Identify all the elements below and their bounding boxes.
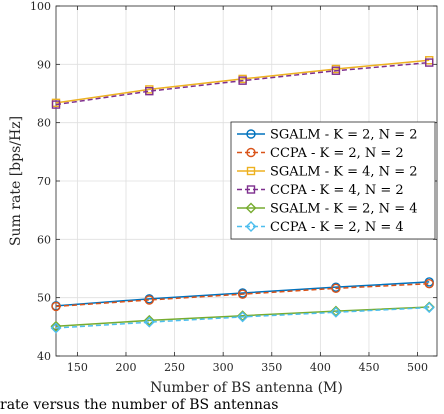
data-point — [424, 278, 434, 289]
series-line — [55, 282, 430, 308]
legend-entry: SGALM - K = 2, N = 2 — [237, 128, 418, 143]
data-point — [237, 311, 249, 323]
legend-marker — [246, 147, 256, 158]
series-line — [55, 306, 430, 327]
series-6 — [50, 302, 435, 334]
series-4 — [51, 58, 434, 109]
data-point — [330, 306, 342, 318]
legend-entry: CCPA - K = 2, N = 2 — [237, 146, 404, 161]
sum-rate-chart: 150 200 250 300 350 400 450 500405060708090100 … — [8, 0, 438, 396]
data-point — [423, 302, 435, 314]
data-point — [237, 289, 248, 299]
x-tick-label: 400 — [310, 361, 331, 374]
x-tick-label: 200 — [115, 361, 136, 374]
data-point — [425, 58, 434, 67]
x-tick-label: 450 — [358, 361, 379, 374]
y-tick-label: 70 — [37, 175, 51, 188]
legend-marker — [246, 129, 256, 139]
y-tick-label: 100 — [30, 0, 51, 13]
y-axis-label: Sum rate [bps/Hz] — [8, 116, 24, 246]
legend-marker — [245, 202, 257, 214]
series-line — [55, 281, 430, 307]
data-point — [50, 322, 62, 334]
x-tick-label: 300 — [213, 361, 234, 374]
legend-label: SGALM - K = 2, N = 2 — [270, 128, 418, 143]
data-point — [51, 100, 61, 109]
legend-marker — [246, 166, 256, 176]
legend-box — [230, 121, 436, 240]
x-tick-label: 500 — [407, 361, 428, 374]
axis-ticks: 150 200 250 300 350 400 450 500 40 50 60 70 80 90 100 — [30, 0, 437, 374]
legend-entry: SGALM - K = 4, N = 2 — [237, 165, 418, 180]
series-2 — [51, 278, 434, 312]
legend-label: CCPA - K = 2, N = 2 — [270, 146, 404, 161]
legend-marker — [245, 221, 257, 232]
x-axis-label: Number of BS antenna (M) — [150, 380, 343, 396]
series-line — [55, 59, 430, 104]
data-point — [330, 305, 342, 317]
legend-label: SGALM - K = 4, N = 2 — [270, 165, 418, 180]
data-point — [143, 314, 155, 326]
legend-entry: CCPA - K = 2, N = 4 — [237, 220, 404, 235]
series-line — [55, 306, 430, 329]
legend-label: SGALM - K = 2, N = 4 — [270, 202, 418, 217]
legend-entry: SGALM - K = 2, N = 4 — [237, 202, 418, 217]
data-point — [331, 283, 341, 294]
legend: SGALM - K = 2, N = 2 CCPA - K = 2, N = 2 S… — [230, 121, 436, 240]
data-point — [331, 66, 341, 75]
legend-entry: CCPA - K = 4, N = 2 — [237, 183, 404, 198]
x-tick-label: 150 — [67, 361, 88, 374]
data-point — [237, 310, 249, 322]
data-point — [50, 320, 62, 332]
legend-marker — [246, 185, 256, 194]
y-tick-label: 50 — [37, 292, 51, 305]
y-tick-label: 60 — [37, 233, 51, 246]
figure-caption: rate versus the number of BS antennas — [0, 397, 279, 413]
y-tick-label: 40 — [37, 350, 51, 363]
data-point — [238, 76, 247, 85]
data-point — [145, 86, 154, 96]
y-tick-label: 90 — [37, 58, 51, 71]
data-point — [51, 301, 61, 312]
x-tick-label: 250 — [164, 361, 185, 374]
data-point — [144, 295, 155, 305]
data-point — [143, 316, 155, 328]
legend-label: CCPA - K = 2, N = 4 — [270, 220, 404, 235]
series-line — [55, 61, 430, 106]
series-group — [50, 56, 435, 334]
x-tick-label: 350 — [261, 361, 282, 374]
legend-label: CCPA - K = 4, N = 2 — [270, 183, 404, 198]
y-tick-label: 80 — [37, 117, 51, 130]
